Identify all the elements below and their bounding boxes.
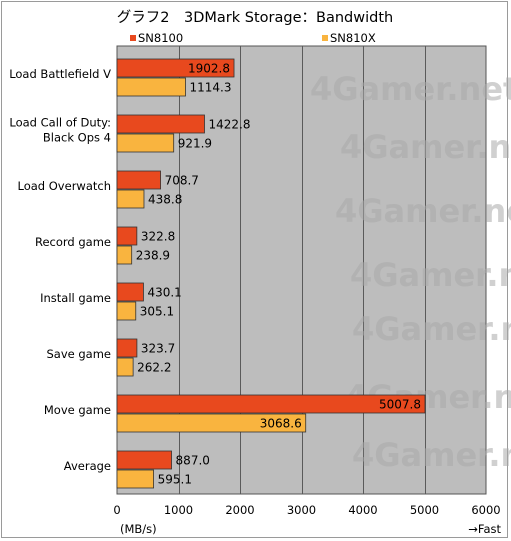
value-label-sn810x: 3068.6 bbox=[260, 417, 302, 431]
legend: SN8100 SN810X bbox=[130, 31, 376, 45]
category-label: Install game bbox=[40, 291, 111, 305]
watermark-group: 4Gamer.net 4Gamer.net 4Gamer.net 4Gamer.net… bbox=[310, 70, 511, 474]
value-label-sn810x: 438.8 bbox=[148, 193, 182, 207]
x-tick-label: 6000 bbox=[471, 503, 500, 517]
bar-sn810x bbox=[116, 357, 134, 377]
category-label: Load Call of Duty: Black Ops 4 bbox=[9, 116, 111, 145]
value-label-sn8100: 1422.8 bbox=[209, 118, 251, 132]
direction-note: →Fast bbox=[468, 522, 501, 536]
bar-sn8100 bbox=[116, 450, 172, 470]
bar-sn8100 bbox=[116, 58, 235, 78]
value-label-sn8100: 322.8 bbox=[141, 230, 175, 244]
watermark-text: 4Gamer.net bbox=[310, 70, 511, 108]
bar-sn810x bbox=[116, 413, 307, 433]
value-label-sn810x: 262.2 bbox=[137, 361, 171, 375]
category-label: Record game bbox=[35, 235, 111, 249]
watermark-text: 4Gamer.net bbox=[352, 310, 511, 348]
x-tick-label: 1000 bbox=[164, 503, 193, 517]
x-axis-unit-label: (MB/s) bbox=[120, 522, 157, 536]
bar-sn810x bbox=[116, 469, 154, 489]
bar-sn8100 bbox=[116, 338, 138, 358]
chart-title: グラフ2 3DMark Storage：Bandwidth bbox=[117, 9, 393, 26]
category-label: Load Overwatch bbox=[18, 179, 111, 193]
bars-group: 1902.8 1114.3 1422.8 921.9 708.7 438.8 322.8 23… bbox=[116, 58, 426, 489]
category-label: Save game bbox=[46, 347, 111, 361]
legend-label-sn810x: SN810X bbox=[330, 31, 376, 45]
watermark-text: 4Gamer.net bbox=[335, 192, 511, 230]
value-label-sn8100: 323.7 bbox=[141, 342, 175, 356]
x-tick-label: 4000 bbox=[348, 503, 377, 517]
value-label-sn810x: 238.9 bbox=[136, 249, 170, 263]
value-label-sn8100: 708.7 bbox=[165, 174, 199, 188]
bar-sn8100 bbox=[116, 170, 161, 190]
bar-sn810x bbox=[116, 133, 175, 153]
legend-swatch-sn8100 bbox=[130, 35, 136, 41]
x-tick-label: 0 bbox=[113, 503, 120, 517]
bar-sn810x bbox=[116, 189, 145, 209]
bar-sn8100 bbox=[116, 114, 205, 134]
value-label-sn810x: 1114.3 bbox=[190, 81, 232, 95]
value-label-sn810x: 595.1 bbox=[158, 473, 192, 487]
category-label: Average bbox=[64, 459, 111, 473]
value-label-sn810x: 305.1 bbox=[140, 305, 174, 319]
bar-sn8100 bbox=[116, 394, 426, 414]
bar-sn810x bbox=[116, 77, 186, 97]
value-label-sn8100: 887.0 bbox=[176, 454, 210, 468]
x-tick-label: 2000 bbox=[225, 503, 254, 517]
value-label-sn8100: 1902.8 bbox=[188, 62, 230, 76]
category-label: Move game bbox=[44, 403, 111, 417]
value-label-sn810x: 921.9 bbox=[178, 137, 212, 151]
x-tick-label: 5000 bbox=[410, 503, 439, 517]
bar-sn8100 bbox=[116, 226, 138, 246]
x-axis: 0 1000 2000 3000 4000 5000 6000 bbox=[113, 503, 500, 517]
bar-sn8100 bbox=[116, 282, 144, 302]
value-label-sn8100: 430.1 bbox=[147, 286, 181, 300]
x-tick-label: 3000 bbox=[287, 503, 316, 517]
bar-sn810x bbox=[116, 301, 137, 321]
category-label: Load Battlefield V bbox=[9, 67, 111, 81]
watermark-text: 4Gamer.net bbox=[352, 436, 511, 474]
category-labels: Load Battlefield V Load Call of Duty: Blac… bbox=[9, 67, 111, 473]
watermark-text: 4Gamer.net bbox=[350, 256, 511, 294]
bar-sn810x bbox=[116, 245, 133, 265]
value-label-sn8100: 5007.8 bbox=[379, 398, 421, 412]
legend-label-sn8100: SN8100 bbox=[138, 31, 183, 45]
watermark-text: 4Gamer.net bbox=[340, 128, 511, 166]
legend-swatch-sn810x bbox=[322, 35, 328, 41]
